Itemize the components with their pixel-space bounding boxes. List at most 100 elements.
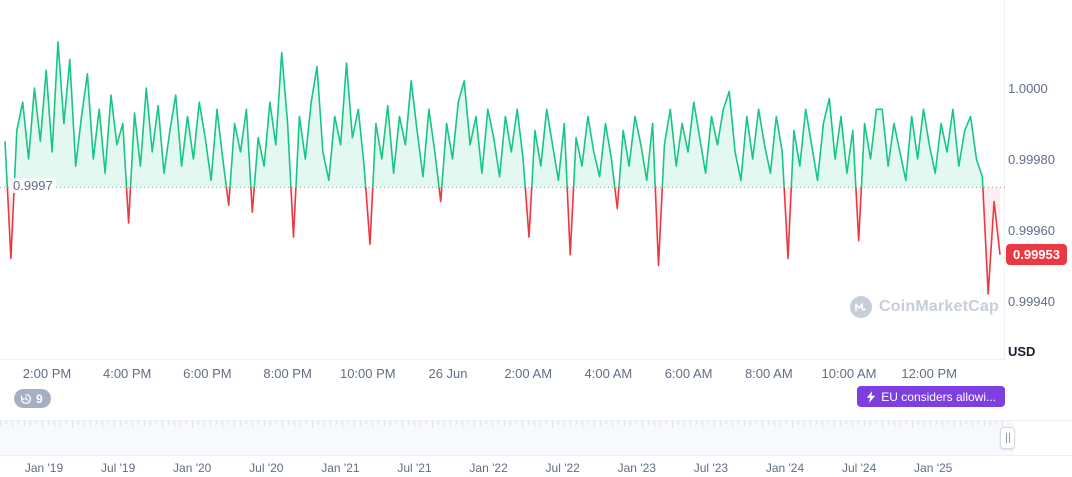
navigator-tick [402,421,403,428]
x-axis-label: 4:00 AM [584,366,633,381]
navigator-tick [96,421,97,424]
navigator-tick [6,421,7,424]
navigator-tick [246,421,247,424]
navigator-tick [588,421,589,425]
navigator-tick [762,421,763,428]
navigator-tick [156,421,157,424]
price-line-up [4,41,984,188]
navigator-tick [864,421,865,427]
history-icon [20,393,32,404]
navigator-tick [558,421,559,425]
y-axis[interactable]: 0.99953 USD 1.0000 0.99980 0.99960 0.99940 [1006,0,1072,360]
chart-plot-area[interactable]: 0.9997 CoinMarketCap [0,0,1005,360]
navigator-tick [480,421,481,426]
navigator-tick [528,421,529,425]
navigator-tick [72,421,73,428]
navigator-tick [216,421,217,424]
navigator-tick [654,421,655,427]
navigator-tick [900,421,901,426]
navigator-tick [678,421,679,425]
navigator-tick [1002,421,1003,428]
baseline-price-label: 0.9997 [10,178,56,194]
navigator-tick [312,421,313,428]
x-axis-label: 26 Jun [428,366,468,381]
navigator-tick [768,421,769,425]
navigator-tick [162,421,163,428]
navigator-tick [222,421,223,428]
navigator-tick [36,421,37,424]
navigator-tick [390,421,391,426]
navigator-tick [870,421,871,426]
navigator-tick [972,421,973,428]
navigator-tick [18,421,19,425]
navigator-tick [714,421,715,427]
navigator-date-label: Jul '23 [693,461,729,475]
navigator-tick [438,421,439,425]
navigator-tick [984,421,985,427]
navigator-selected-range[interactable] [1014,421,1072,455]
navigator-date-label: Jan '22 [469,461,508,475]
navigator-tick [642,421,643,428]
navigator-tick [180,421,181,426]
navigator-tick [318,421,319,425]
date-range-navigator[interactable]: Jan '19 Jul '19 Jan '20 Jul '20 Jan '21 Jul '… [0,420,1072,477]
navigator-tick [876,421,877,424]
navigator-tick [882,421,883,428]
x-axis-label: 8:00 AM [744,366,793,381]
navigator-tick [978,421,979,425]
x-axis-label: 10:00 AM [821,366,877,381]
navigator-date-label: Jul '19 [100,461,136,475]
navigator-tick [150,421,151,426]
x-axis-label: 12:00 PM [901,366,958,381]
navigator-date-label: Jul '24 [841,461,877,475]
navigator-date-label: Jan '24 [765,461,805,475]
navigator-date-label: Jul '22 [545,461,580,475]
navigator-tick [912,421,913,428]
navigator-tick [462,421,463,428]
navigator-tick [48,421,49,425]
y-axis-label: 1.0000 [1008,81,1048,96]
lightning-icon [867,390,876,403]
navigator-tick [672,421,673,428]
news-annotation-badge[interactable]: EU considers allowi... [857,386,1005,407]
navigator-tick [858,421,859,425]
navigator-track[interactable] [0,420,1072,456]
navigator-tick [114,421,115,427]
navigator-tick [330,421,331,426]
navigator-tick [144,421,145,427]
navigator-tick [108,421,109,425]
navigator-tick [456,421,457,424]
navigator-tick [270,421,271,426]
x-axis-label: 2:00 PM [22,366,72,381]
x-axis[interactable]: 2:00 PM 4:00 PM 6:00 PM 8:00 PM 10:00 PM 26 J… [0,366,1005,384]
navigator-tick [660,421,661,426]
navigator-tick [444,421,445,427]
navigator-tick [492,421,493,428]
navigator-tick [804,421,805,427]
navigator-tick [378,421,379,425]
navigator-tick [486,421,487,424]
navigator-tick [468,421,469,425]
navigator-tick [174,421,175,427]
navigator-tick [420,421,421,426]
navigator-tick [636,421,637,424]
navigator-tick [594,421,595,427]
navigator-tick [42,421,43,428]
navigator-tick [510,421,511,426]
navigator-handle[interactable] [1000,427,1015,449]
price-chart[interactable] [0,0,1005,360]
navigator-tick [198,421,199,425]
x-axis-label: 4:00 PM [102,366,152,381]
navigator-tick [930,421,931,426]
news-history-badge[interactable]: 9 [14,389,51,408]
navigator-tick [126,421,127,424]
navigator-tick [300,421,301,426]
navigator-tick [366,421,367,424]
x-axis-label: 6:00 AM [664,366,713,381]
navigator-tick [426,421,427,424]
navigator-tick [828,421,829,425]
navigator-tick [324,421,325,427]
navigator-tick [798,421,799,425]
navigator-tick [120,421,121,426]
navigator-date-label: Jan '25 [914,461,953,475]
